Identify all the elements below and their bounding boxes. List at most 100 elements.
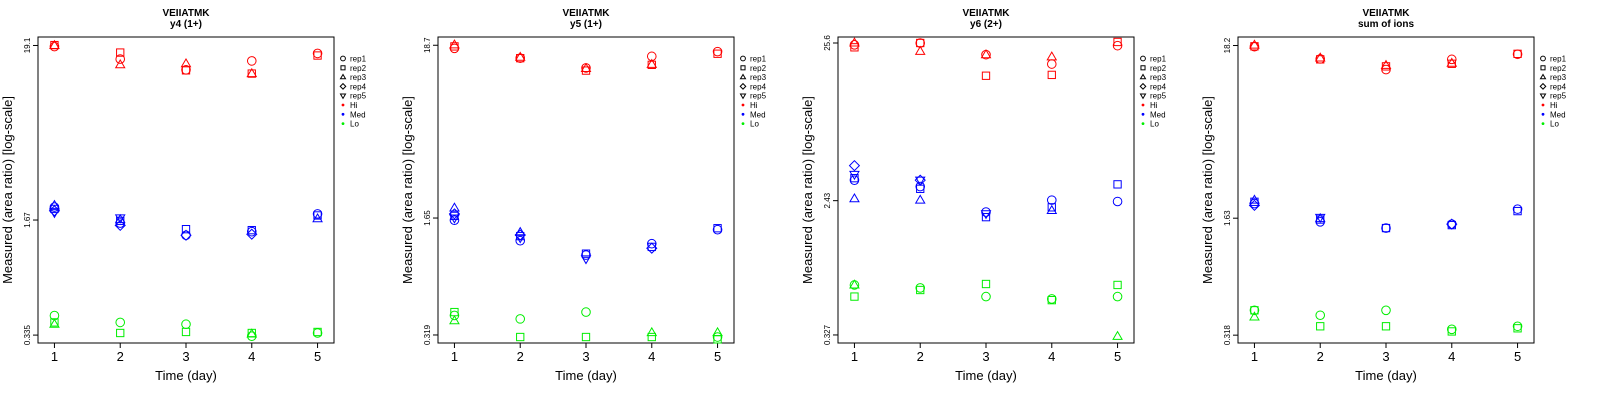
data-point-hi-triangle xyxy=(1314,52,1326,62)
legend-symbol-lo xyxy=(741,122,745,125)
data-point-hi-square xyxy=(247,69,256,78)
legend-label-rep5: rep5 xyxy=(350,92,367,101)
legend-symbol-rep1 xyxy=(340,55,346,62)
data-point-hi-triangle xyxy=(580,62,592,72)
legend-label-rep1: rep1 xyxy=(1150,55,1167,64)
legend-symbol-rep4 xyxy=(339,82,347,90)
chart-title: VEIIATMK xyxy=(162,8,210,19)
legend-label-hi: Hi xyxy=(350,101,358,110)
data-point-med-square xyxy=(850,174,859,183)
data-point-med-circle xyxy=(981,207,991,217)
data-point-lo-triangle xyxy=(49,318,60,328)
x-tick-label: 5 xyxy=(714,349,721,364)
legend-label-rep1: rep1 xyxy=(750,55,767,64)
x-tick-label: 3 xyxy=(582,349,589,364)
data-point-med-diamond xyxy=(1446,218,1458,230)
x-tick-label: 1 xyxy=(51,349,58,364)
x-tick-label: 5 xyxy=(314,349,321,364)
y-axis-label: Measured (area ratio) [log-scale] xyxy=(0,96,15,284)
legend-label-rep5: rep5 xyxy=(750,92,767,101)
data-point-med-diamond xyxy=(448,208,461,220)
data-point-med-square xyxy=(1513,206,1522,216)
legend-symbol-rep5 xyxy=(1539,93,1547,100)
data-point-lo-square xyxy=(647,332,656,342)
legend-label-rep2: rep2 xyxy=(750,64,767,73)
data-point-med-diamond xyxy=(246,228,258,240)
data-point-lo-triangle xyxy=(646,326,658,337)
data-point-lo-circle xyxy=(915,283,926,293)
data-point-lo-square xyxy=(1513,324,1522,333)
data-point-hi-triangle xyxy=(914,45,926,55)
data-point-hi-square xyxy=(1513,49,1522,59)
legend-symbol-rep2 xyxy=(340,65,346,71)
x-tick-label: 3 xyxy=(982,349,989,364)
y-tick-label: 2.43 xyxy=(823,192,832,208)
data-point-hi-triangle xyxy=(114,59,126,69)
data-point-lo-triangle xyxy=(1249,311,1260,321)
data-point-hi-square xyxy=(1447,59,1456,68)
data-point-hi-square xyxy=(1047,70,1056,80)
data-point-hi-square xyxy=(850,43,859,52)
data-point-hi-circle xyxy=(646,51,657,62)
legend-label-rep1: rep1 xyxy=(1550,55,1567,64)
y-tick-label: 19.1 xyxy=(23,37,32,53)
legend-symbol-med xyxy=(341,112,345,116)
data-point-lo-square xyxy=(1113,280,1122,290)
legend-symbol-med xyxy=(1541,112,1545,116)
data-point-hi-triangle xyxy=(49,39,60,49)
data-point-hi-triangle xyxy=(1046,51,1058,61)
x-tick-label: 4 xyxy=(1448,349,1455,364)
plot-frame xyxy=(437,36,735,344)
y-tick-label: 1.63 xyxy=(1223,210,1232,226)
data-point-lo-circle xyxy=(581,307,591,317)
x-axis-label: Time (day) xyxy=(155,368,217,383)
data-point-lo-circle xyxy=(515,314,526,324)
legend-symbol-hi xyxy=(741,103,745,107)
x-tick-label: 1 xyxy=(851,349,858,364)
legend-symbol-lo xyxy=(1541,122,1545,125)
data-point-med-triangle xyxy=(312,213,323,223)
legend-label-rep2: rep2 xyxy=(350,64,367,73)
data-point-med-triangle xyxy=(1046,204,1058,214)
data-point-lo-circle xyxy=(1315,310,1326,321)
data-point-med-square xyxy=(181,225,191,234)
legend-label-med: Med xyxy=(1550,110,1566,119)
data-point-hi-circle xyxy=(515,53,526,63)
legend-label-lo: Lo xyxy=(750,120,759,129)
data-point-med-square xyxy=(313,211,322,220)
chart-title: VEIIATMK xyxy=(1362,8,1410,19)
data-point-med-circle xyxy=(1046,195,1057,205)
x-axis-label: Time (day) xyxy=(555,368,617,383)
x-tick-label: 5 xyxy=(1114,349,1121,364)
legend-label-med: Med xyxy=(750,110,766,119)
data-point-lo-square xyxy=(181,327,191,337)
plot-frame xyxy=(1237,36,1535,344)
data-point-hi-triangle xyxy=(514,51,526,61)
data-point-med-triangle-down xyxy=(580,255,592,265)
chart-title: VEIIATMK xyxy=(962,8,1010,19)
x-tick-label: 4 xyxy=(1048,349,1055,364)
y-tick-label: 1.65 xyxy=(423,210,432,226)
legend-label-lo: Lo xyxy=(1550,120,1559,129)
data-point-lo-square xyxy=(850,292,859,301)
data-point-hi-circle xyxy=(49,41,60,52)
data-point-med-circle xyxy=(849,175,860,185)
legend-symbol-rep5 xyxy=(1139,93,1147,100)
data-point-med-diamond xyxy=(114,219,126,232)
x-tick-label: 4 xyxy=(248,349,255,364)
data-point-med-diamond xyxy=(514,229,526,241)
data-point-hi-square xyxy=(981,71,991,80)
y-axis-label: Measured (area ratio) [log-scale] xyxy=(800,96,815,284)
legend-label-med: Med xyxy=(1150,110,1166,119)
x-tick-label: 2 xyxy=(1317,349,1324,364)
x-tick-label: 4 xyxy=(648,349,655,364)
data-point-hi-circle xyxy=(849,40,860,50)
legend-label-rep5: rep5 xyxy=(1550,92,1567,101)
legend-symbol-rep4 xyxy=(1139,82,1147,90)
data-point-hi-triangle xyxy=(646,58,658,68)
data-point-lo-square xyxy=(516,332,525,342)
data-point-med-square xyxy=(981,212,991,222)
data-point-hi-triangle xyxy=(180,58,192,68)
data-point-med-triangle-down xyxy=(114,214,126,224)
data-point-med-diamond xyxy=(1248,199,1261,212)
